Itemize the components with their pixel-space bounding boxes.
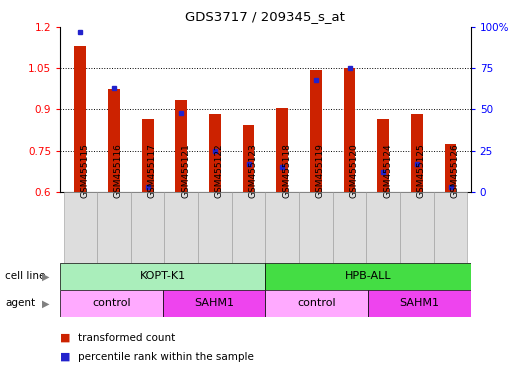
Text: cell line: cell line — [5, 271, 46, 281]
Bar — [142, 119, 154, 192]
Bar — [333, 192, 367, 263]
Bar — [198, 192, 232, 263]
Bar — [232, 192, 266, 263]
Bar — [344, 68, 356, 192]
Bar — [266, 192, 299, 263]
Text: GSM455118: GSM455118 — [282, 143, 291, 198]
Bar — [131, 192, 164, 263]
Text: control: control — [92, 298, 131, 308]
Text: control: control — [298, 298, 336, 308]
Text: HPB-ALL: HPB-ALL — [345, 271, 391, 281]
Bar — [445, 144, 457, 192]
Text: GSM455126: GSM455126 — [450, 143, 460, 198]
Text: GSM455115: GSM455115 — [81, 143, 89, 198]
Bar — [265, 290, 368, 317]
Bar — [163, 290, 266, 317]
Text: SAHM1: SAHM1 — [194, 298, 234, 308]
Text: GSM455122: GSM455122 — [215, 143, 224, 198]
Text: ▶: ▶ — [42, 271, 50, 281]
Bar — [164, 192, 198, 263]
Bar — [434, 192, 468, 263]
Text: GSM455123: GSM455123 — [248, 143, 258, 198]
Text: SAHM1: SAHM1 — [400, 298, 439, 308]
Bar — [310, 70, 322, 192]
Bar — [74, 46, 86, 192]
Bar — [276, 108, 288, 192]
Text: ■: ■ — [60, 352, 71, 362]
Bar — [97, 192, 131, 263]
Text: GSM455120: GSM455120 — [349, 143, 359, 198]
Bar — [265, 263, 471, 290]
Bar — [175, 100, 187, 192]
Text: agent: agent — [5, 298, 36, 308]
Bar — [299, 192, 333, 263]
Text: GSM455124: GSM455124 — [383, 143, 392, 198]
Bar — [368, 290, 471, 317]
Text: transformed count: transformed count — [78, 333, 176, 343]
Text: GSM455121: GSM455121 — [181, 143, 190, 198]
Bar — [60, 263, 265, 290]
Text: ■: ■ — [60, 333, 71, 343]
Text: GSM455116: GSM455116 — [114, 143, 123, 198]
Text: KOPT-K1: KOPT-K1 — [140, 271, 186, 281]
Text: GSM455117: GSM455117 — [147, 143, 157, 198]
Bar — [209, 114, 221, 192]
Bar — [411, 114, 423, 192]
Text: GSM455119: GSM455119 — [316, 143, 325, 198]
Bar — [367, 192, 400, 263]
Text: ▶: ▶ — [42, 298, 50, 308]
Bar — [377, 119, 389, 192]
Bar — [63, 192, 97, 263]
Text: percentile rank within the sample: percentile rank within the sample — [78, 352, 254, 362]
Bar — [108, 89, 120, 192]
Bar — [60, 290, 163, 317]
Title: GDS3717 / 209345_s_at: GDS3717 / 209345_s_at — [186, 10, 345, 23]
Bar — [243, 124, 255, 192]
Text: GSM455125: GSM455125 — [417, 143, 426, 198]
Bar — [400, 192, 434, 263]
